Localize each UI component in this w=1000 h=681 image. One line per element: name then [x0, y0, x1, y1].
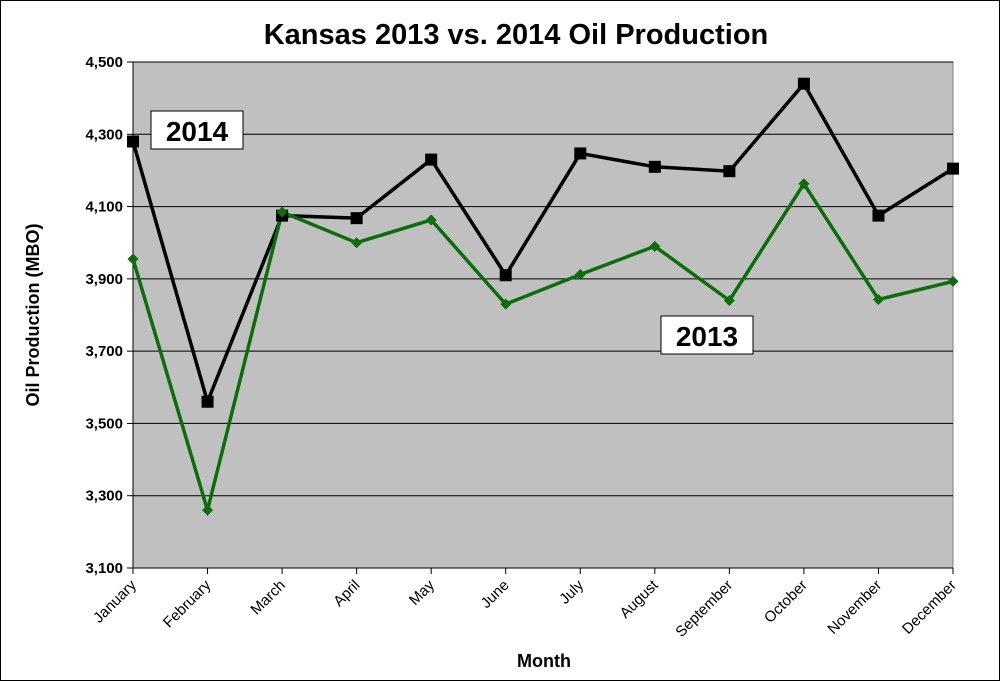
y-tick-label: 3,900 [85, 271, 123, 288]
data-point-2014 [499, 269, 512, 282]
data-point-2013 [872, 293, 884, 305]
data-point-2014 [127, 135, 139, 148]
x-tick-label: August [617, 576, 663, 622]
x-tick-label: May [406, 576, 438, 608]
y-tick-label: 4,100 [85, 199, 123, 216]
series-label-box-2013 [660, 315, 754, 355]
data-point-2014 [201, 395, 214, 408]
data-point-2014 [872, 209, 885, 222]
x-tick-label: April [330, 577, 363, 610]
series-label-2013: 2013 [676, 321, 738, 352]
data-point-2013 [649, 240, 661, 252]
y-tick-label: 4,500 [85, 54, 123, 71]
x-tick-label: November [824, 577, 885, 638]
chart-title: Kansas 2013 vs. 2014 Oil Production [264, 19, 769, 51]
x-tick-label: February [160, 576, 215, 631]
x-tick-label: March [247, 577, 288, 618]
x-tick-label: December [899, 577, 960, 638]
series-label-box-2014 [150, 110, 244, 150]
data-point-2013 [202, 504, 214, 516]
data-point-2013 [500, 298, 512, 310]
x-tick-label: June [478, 577, 513, 612]
data-point-2013 [127, 253, 139, 265]
y-tick-label: 4,300 [85, 126, 123, 143]
series-line-2013 [131, 180, 954, 517]
data-point-2013 [723, 295, 735, 307]
data-point-2014 [947, 162, 959, 175]
data-point-2014 [574, 147, 587, 160]
data-point-2013 [798, 178, 810, 190]
data-point-2014 [797, 77, 810, 90]
series-line-2014 [131, 80, 954, 408]
data-point-2013 [425, 214, 437, 226]
y-tick-label: 3,500 [85, 415, 123, 432]
data-point-2013 [574, 269, 586, 281]
data-point-2013 [276, 206, 288, 218]
y-tick-label: 3,100 [85, 560, 123, 577]
x-axis-title: Month [517, 651, 571, 671]
y-axis-title: Oil Production (MBO) [23, 224, 43, 407]
data-point-2014 [648, 160, 661, 173]
data-point-2013 [351, 237, 363, 249]
data-point-2014 [723, 165, 736, 178]
x-tick-label: July [556, 576, 587, 607]
data-point-2013 [947, 275, 959, 287]
y-tick-label: 3,700 [85, 343, 123, 360]
series-label-2014: 2014 [166, 116, 229, 147]
data-point-2014 [425, 153, 438, 166]
x-tick-label: September [672, 577, 736, 641]
y-tick-label: 3,300 [85, 488, 123, 505]
data-point-2014 [350, 212, 363, 225]
x-tick-label: January [90, 576, 140, 626]
plot-area [132, 61, 954, 569]
x-tick-label: October [761, 577, 811, 627]
